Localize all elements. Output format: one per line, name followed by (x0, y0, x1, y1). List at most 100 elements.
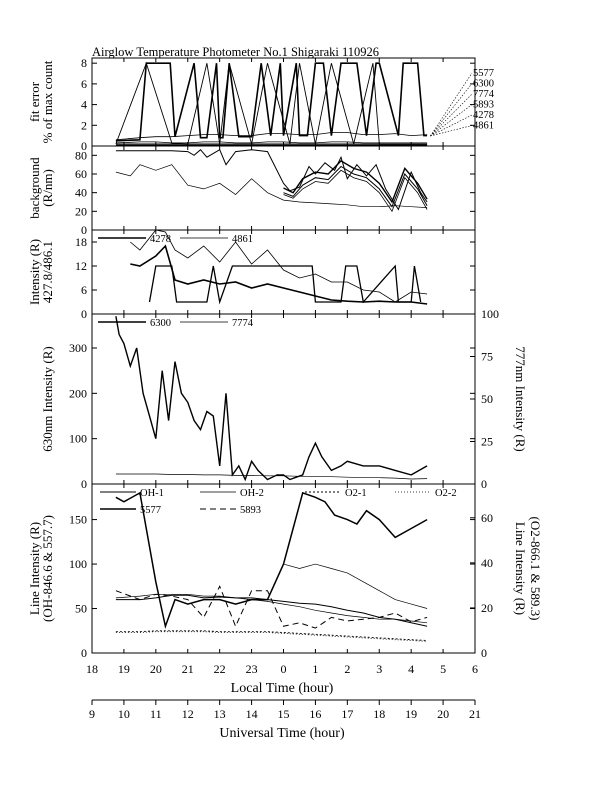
y-axis-label: fit error (27, 81, 42, 122)
universal-time-tick-label: 11 (150, 707, 162, 721)
legend-label-5893: 5893 (240, 505, 261, 516)
panel-frame-intensity-630-777 (91, 313, 476, 485)
legend-label-o2-2: O2-2 (435, 488, 457, 499)
local-time-tick-label: 19 (118, 662, 130, 676)
y-tick-label: 150 (69, 513, 87, 527)
series-line-6300 (115, 316, 428, 482)
y-right-axis-label: (O2-866.1 & 589.3) (528, 517, 543, 621)
y-right-tick-label: 40 (481, 556, 493, 570)
y-tick-label: 50 (75, 602, 87, 616)
end-label-leader (430, 125, 473, 137)
local-time-tick-label: 1 (312, 662, 318, 676)
y-tick-label: 0 (81, 223, 87, 237)
y-right-axis-label: 777nm Intensity (R) (513, 346, 528, 451)
y-axis-label: (R/nm) (40, 169, 55, 207)
series-line-7774 (115, 473, 428, 480)
y-tick-label: 100 (69, 432, 87, 446)
legend-label-oh-2: OH-2 (240, 488, 264, 499)
local-time-tick-label: 0 (281, 662, 287, 676)
series-line-5577 (115, 62, 428, 142)
y-tick-label: 0 (81, 307, 87, 321)
universal-time-tick-label: 20 (437, 707, 449, 721)
local-time-axis-label: Local Time (hour) (231, 681, 334, 696)
y-tick-label: 8 (81, 56, 87, 70)
y-right-tick-label: 60 (481, 511, 493, 525)
legend-label-oh-1: OH-1 (140, 488, 164, 499)
y-tick-label: 20 (75, 204, 87, 218)
universal-time-tick-label: 14 (246, 707, 258, 721)
local-time-tick-label: 2 (344, 662, 350, 676)
series-line-5577 (115, 491, 428, 630)
local-time-tick-label: 4 (408, 662, 414, 676)
local-time-tick-label: 3 (376, 662, 382, 676)
y-tick-label: 4 (81, 98, 87, 112)
local-time-tick-label: 20 (150, 662, 162, 676)
series-line-oh-2 (115, 593, 428, 624)
y-tick-label: 60 (75, 167, 87, 181)
universal-time-tick-label: 10 (118, 707, 130, 721)
series-line-o2-2 (115, 631, 428, 642)
end-label-leader (430, 93, 473, 137)
end-label-6300: 6300 (473, 79, 494, 90)
series-line-6300 (115, 132, 428, 141)
y-axis-label: Line Intensity (R) (27, 522, 42, 615)
universal-time-tick-label: 18 (373, 707, 385, 721)
local-time-tick-label: 6 (472, 662, 478, 676)
y-tick-label: 80 (75, 148, 87, 162)
local-time-tick-label: 22 (214, 662, 226, 676)
universal-time-tick-label: 12 (182, 707, 194, 721)
series-line-oh-2-upper (283, 563, 428, 609)
y-axis-label: (OH-846.6 & 557.7) (40, 515, 55, 622)
y-axis-label: % of max count (40, 60, 55, 143)
legend-label-4278: 4278 (150, 234, 171, 245)
legend-label-6300: 6300 (150, 318, 171, 329)
series-line-bg-d (283, 169, 428, 213)
universal-time-tick-label: 15 (278, 707, 290, 721)
series-line-bg-thin (115, 164, 428, 208)
legend-label-o2-1: O2-1 (345, 488, 367, 499)
series-line-bg-b (283, 160, 428, 204)
universal-time-tick-label: 13 (214, 707, 226, 721)
end-label-4278: 4278 (473, 110, 494, 121)
y-tick-label: 200 (69, 386, 87, 400)
end-label-5577: 5577 (473, 68, 494, 79)
universal-time-axis-label: Universal Time (hour) (219, 726, 345, 741)
legend-label-4861: 4861 (232, 234, 253, 245)
y-tick-label: 6 (81, 77, 87, 91)
panel-intensity-630-777: 0 100 200 300 0 25 50 75 100 630nm Intensity (R) 7… (40, 307, 528, 491)
end-label-7774: 7774 (473, 89, 495, 100)
local-time-tick-label: 21 (182, 662, 194, 676)
y-right-tick-label: 20 (481, 601, 493, 615)
y-axis-label: 630nm Intensity (R) (40, 346, 55, 451)
end-label-leader (430, 104, 473, 137)
series-line-4861 (130, 229, 428, 303)
universal-time-tick-label: 21 (469, 707, 481, 721)
series-line-7774 (115, 141, 428, 144)
y-tick-label: 12 (75, 259, 87, 273)
y-right-tick-label: 0 (481, 477, 487, 491)
panel-background: 0 20 40 60 80 background(R/nm) (27, 145, 476, 237)
y-tick-label: 0 (81, 139, 87, 153)
y-tick-label: 100 (69, 557, 87, 571)
universal-time-tick-label: 9 (89, 707, 95, 721)
end-label-leader (430, 83, 473, 137)
legend-label-5577: 5577 (140, 505, 161, 516)
y-right-axis-label: Line Intensity (R) (513, 522, 528, 615)
end-label-4861: 4861 (473, 121, 494, 132)
local-time-tick-label: 18 (86, 662, 98, 676)
series-line-bg-c (283, 165, 428, 208)
end-label-leader (430, 72, 473, 137)
y-tick-label: 300 (69, 341, 87, 355)
y-right-tick-label: 100 (481, 307, 499, 321)
panel-intensity-4278-4861: 0 6 12 18 Intensity (R)427.8/486.1 4278 4861 (27, 229, 476, 321)
y-right-tick-label: 25 (481, 435, 493, 449)
y-right-tick-label: 50 (481, 392, 493, 406)
series-line-5893 (115, 585, 428, 629)
series-line-4278 (130, 244, 428, 305)
y-tick-label: 18 (75, 235, 87, 249)
local-time-tick-label: 23 (246, 662, 258, 676)
y-tick-label: 6 (81, 283, 87, 297)
